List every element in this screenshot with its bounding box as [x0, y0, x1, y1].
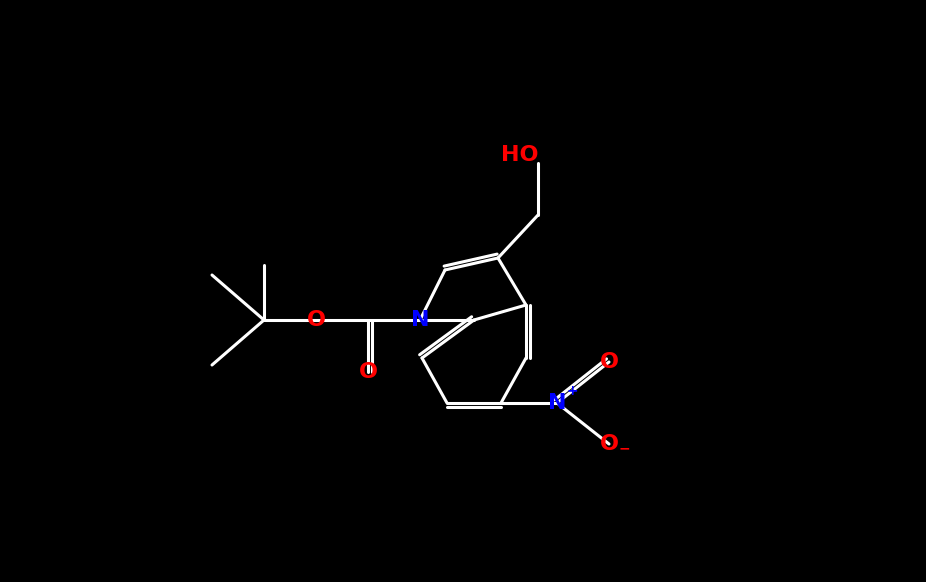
Text: N: N [548, 393, 567, 413]
Text: HO: HO [501, 145, 539, 165]
Text: O: O [307, 310, 326, 330]
Text: −: − [619, 441, 631, 455]
Text: O: O [599, 352, 619, 372]
Text: O: O [358, 362, 378, 382]
Text: O: O [599, 434, 619, 454]
Text: +: + [567, 384, 579, 398]
Text: N: N [411, 310, 430, 330]
